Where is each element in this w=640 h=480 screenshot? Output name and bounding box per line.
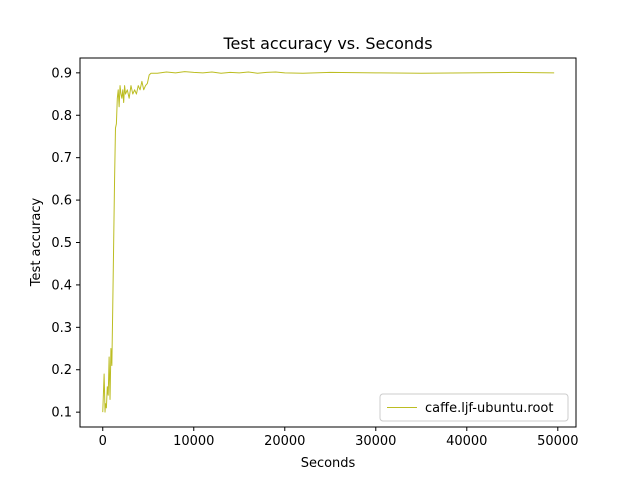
y-tick-label: 0.9 [51, 66, 72, 81]
y-tick-label: 0.3 [51, 321, 72, 336]
y-tick-label: 0.1 [51, 406, 72, 421]
y-tick-label: 0.7 [51, 151, 72, 166]
legend: caffe.ljf-ubuntu.root [379, 393, 569, 422]
x-tick-label: 20000 [264, 434, 305, 449]
y-tick-label: 0.8 [51, 109, 72, 124]
legend-label: caffe.ljf-ubuntu.root [425, 401, 553, 416]
x-tick-label: 30000 [355, 434, 396, 449]
x-axis-label: Seconds [301, 456, 356, 471]
x-tick-label: 40000 [446, 434, 487, 449]
x-tick-label: 0 [99, 434, 107, 449]
x-tick-label: 10000 [173, 434, 214, 449]
y-axis-label: Test accuracy [29, 198, 44, 288]
y-tick-label: 0.5 [51, 236, 72, 251]
chart-title: Test accuracy vs. Seconds [222, 34, 432, 53]
y-tick-label: 0.6 [51, 194, 72, 209]
series-line [102, 71, 555, 413]
plot-frame [79, 57, 577, 428]
x-tick-label: 50000 [537, 434, 578, 449]
y-tick-label: 0.4 [51, 278, 72, 293]
y-tick-label: 0.2 [51, 363, 72, 378]
legend-frame [379, 393, 569, 422]
